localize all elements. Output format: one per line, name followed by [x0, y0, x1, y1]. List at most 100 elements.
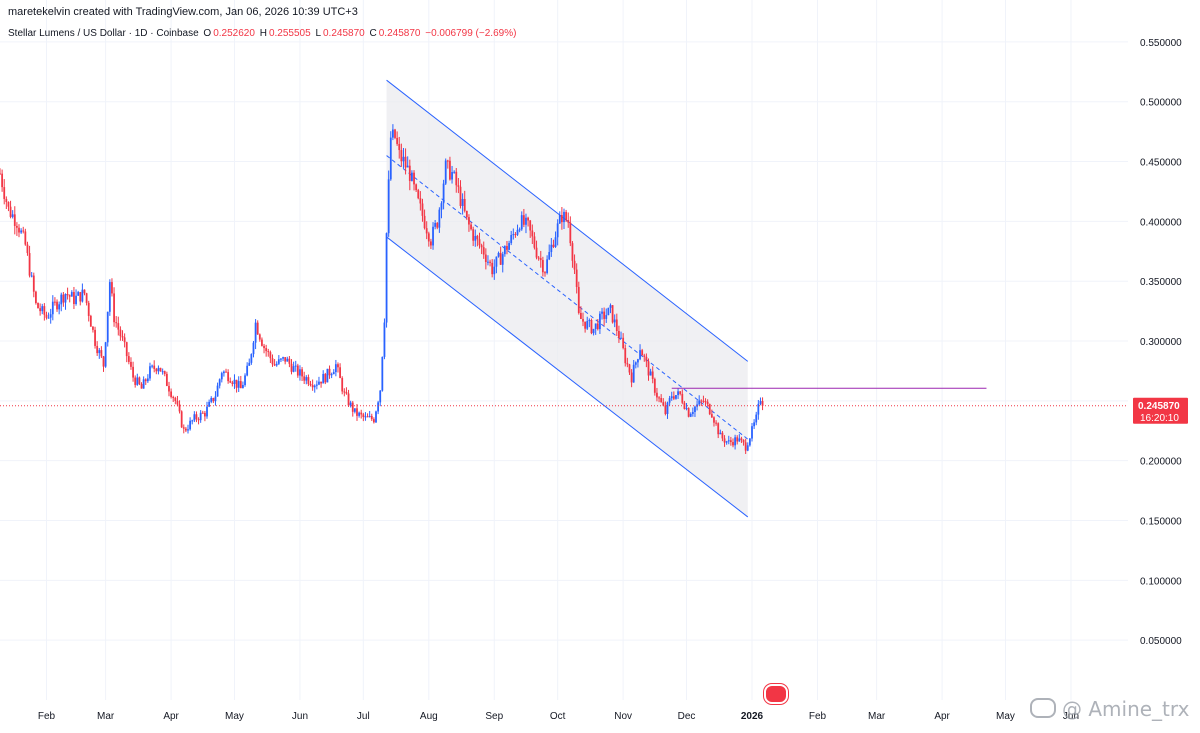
- x-tick-label: Dec: [678, 711, 696, 722]
- candle-body: [668, 398, 671, 403]
- candle-body: [550, 244, 553, 253]
- regression-channel: [386, 79, 749, 518]
- candle-body: [465, 210, 468, 218]
- candle-body: [144, 379, 147, 382]
- candle-body: [273, 364, 276, 366]
- candle-body: [662, 402, 665, 406]
- candle-body: [738, 438, 741, 442]
- candle-body: [501, 254, 504, 265]
- x-tick-label: Mar: [868, 711, 886, 722]
- candle-body: [309, 383, 312, 386]
- candle-body: [645, 356, 648, 362]
- candle-body: [239, 381, 242, 389]
- x-tick-label: Jun: [292, 711, 308, 722]
- candle-body: [751, 426, 753, 439]
- candle-body: [210, 398, 213, 402]
- candle-body: [223, 371, 225, 374]
- candle-body: [58, 304, 61, 310]
- time-axis: Feb Mar Apr May Jun Jul Aug Sep Oct Nov Dec 2026 Feb…: [38, 711, 1079, 722]
- candle-body: [713, 417, 715, 423]
- low-value: 0.245870: [323, 28, 365, 39]
- candle-body: [151, 365, 153, 367]
- candle-body: [531, 230, 534, 237]
- candle-body: [461, 198, 464, 206]
- candle-body: [670, 396, 673, 399]
- candle-body: [649, 371, 652, 376]
- candle-body: [567, 220, 570, 223]
- candle-body: [573, 260, 576, 270]
- candle-body: [322, 373, 325, 384]
- candle-body: [529, 220, 532, 231]
- candle-body: [518, 229, 521, 231]
- candle-body: [691, 412, 694, 414]
- candle-body: [411, 172, 413, 181]
- candle-body: [218, 379, 221, 386]
- candle-body: [755, 414, 758, 423]
- candle-body: [560, 215, 563, 223]
- economic-event-icon[interactable]: [764, 684, 788, 704]
- x-tick-label: Mar: [97, 711, 115, 722]
- y-tick-label: 0.100000: [1140, 576, 1182, 587]
- candle-body: [290, 363, 293, 372]
- candle-body: [231, 382, 234, 384]
- x-tick-label: Feb: [38, 711, 56, 722]
- candle-body: [153, 365, 156, 369]
- candle-body: [605, 315, 608, 319]
- candle-body: [613, 319, 616, 323]
- candle-body: [417, 190, 420, 199]
- candle-body: [609, 305, 612, 308]
- candle-body: [700, 400, 703, 402]
- candle-body: [449, 160, 451, 180]
- candle-body: [3, 187, 6, 199]
- candle-body: [366, 416, 369, 418]
- candle-body: [408, 165, 411, 181]
- candle-body: [415, 184, 418, 191]
- candle-body: [379, 390, 382, 403]
- candle-body: [356, 408, 358, 416]
- candle-body: [24, 231, 27, 245]
- candle-body: [423, 215, 426, 229]
- candle-body: [584, 321, 587, 329]
- candle-body: [246, 365, 249, 376]
- candle-body: [288, 358, 291, 364]
- candle-body: [687, 408, 690, 417]
- candle-body: [277, 359, 280, 364]
- candle-body: [556, 223, 559, 238]
- y-tick-label: 0.400000: [1140, 217, 1182, 228]
- candle-body: [343, 391, 346, 393]
- candle-body: [599, 313, 601, 330]
- x-tick-label: Oct: [550, 711, 566, 722]
- candle-body: [189, 420, 192, 430]
- candle-body: [184, 428, 187, 431]
- candle-body: [582, 318, 584, 322]
- y-tick-label: 0.150000: [1140, 517, 1182, 528]
- candle-body: [334, 364, 337, 373]
- candle-body: [244, 375, 246, 386]
- candle-body: [47, 317, 50, 319]
- candle-body: [121, 336, 124, 338]
- y-tick-label: 0.350000: [1140, 277, 1182, 288]
- x-tick-label: 2026: [741, 711, 764, 722]
- candle-body: [607, 307, 610, 316]
- candle-body: [178, 404, 181, 412]
- candle-body: [554, 237, 557, 247]
- candle-body: [427, 233, 430, 242]
- candle-body: [575, 269, 578, 287]
- candle-body: [484, 254, 487, 263]
- candle-body: [666, 402, 669, 414]
- candle-body: [176, 400, 179, 405]
- candle-body: [522, 215, 525, 225]
- candle-body: [89, 315, 92, 327]
- candle-body: [702, 400, 705, 402]
- candle-body: [489, 261, 491, 263]
- candle-body: [307, 377, 310, 384]
- candle-body: [237, 381, 240, 388]
- candle-body: [170, 391, 173, 397]
- y-tick-label: 0.450000: [1140, 158, 1182, 169]
- channel-upper-line: [386, 79, 749, 362]
- symbol-title[interactable]: Stellar Lumens / US Dollar · 1D · Coinba…: [8, 28, 199, 39]
- candle-body: [696, 404, 698, 407]
- candle-body: [0, 173, 1, 175]
- watermark: @ Amine_trx: [1030, 697, 1189, 721]
